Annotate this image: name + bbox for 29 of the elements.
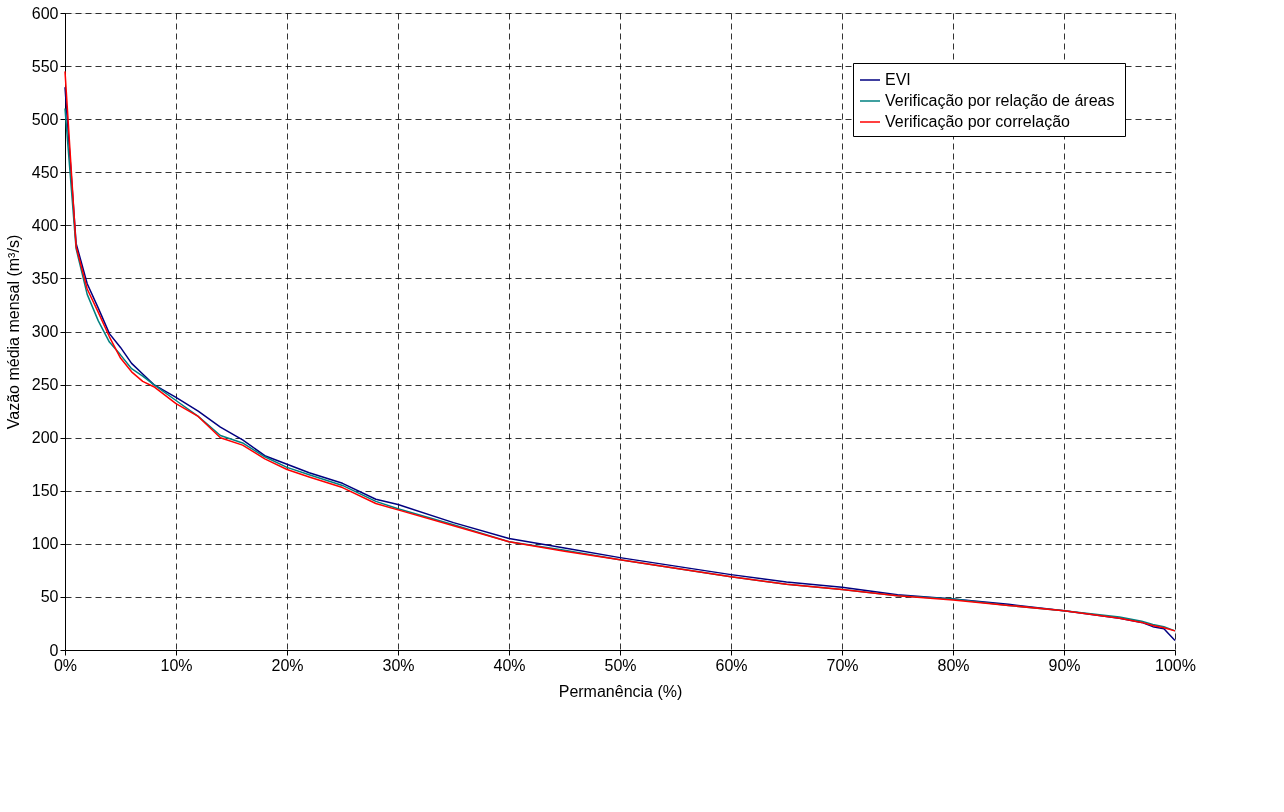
x-tick-label: 0%: [53, 656, 78, 674]
legend-label: EVI: [885, 71, 911, 88]
y-tick-label: 550: [31, 57, 59, 75]
y-tick-label: 150: [31, 482, 59, 500]
x-tick-label: 70%: [826, 656, 859, 674]
x-tick-label: 90%: [1048, 656, 1081, 674]
x-tick-label: 40%: [493, 656, 526, 674]
y-tick-label: 250: [31, 376, 59, 394]
y-axis-title: Vazão média mensal (m³/s): [4, 234, 22, 430]
y-tick-label: 50: [40, 588, 59, 606]
x-tick-label: 30%: [382, 656, 415, 674]
x-tick-label: 50%: [604, 656, 637, 674]
y-tick-label: 0: [49, 641, 59, 659]
y-tick-label: 200: [31, 429, 59, 447]
x-tick-label: 60%: [715, 656, 748, 674]
x-tick-label: 20%: [271, 656, 304, 674]
legend-label: Verificação por relação de áreas: [885, 92, 1115, 109]
y-tick-label: 350: [31, 269, 59, 287]
y-tick-label: 300: [31, 323, 59, 340]
y-tick-label: 100: [31, 535, 59, 553]
x-tick-label: 10%: [160, 656, 193, 674]
legend-label: Verificação por correlação: [885, 113, 1071, 130]
y-tick-label: 500: [31, 110, 59, 128]
x-tick-label: 100%: [1155, 656, 1196, 674]
y-tick-label: 400: [31, 216, 59, 234]
x-tick-label: 80%: [937, 656, 970, 674]
x-axis-title: Permanência (%): [558, 682, 683, 700]
y-tick-label: 600: [31, 4, 59, 22]
y-tick-label: 450: [31, 163, 59, 181]
